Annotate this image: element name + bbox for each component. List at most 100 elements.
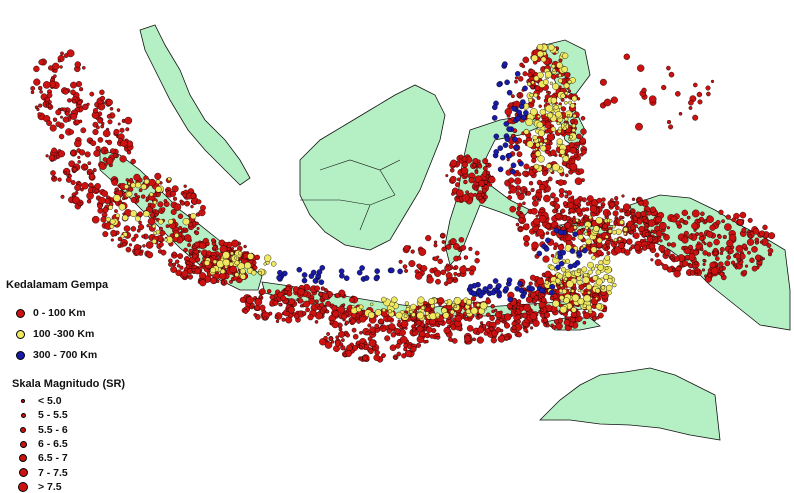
intermediate-earthquake-point [109,218,116,225]
deep-earthquake-point [482,286,489,292]
intermediate-earthquake-point [596,237,603,244]
shallow-earthquake-point [562,201,568,206]
intermediate-earthquake-point [585,238,592,245]
intermediate-earthquake-point [420,305,426,311]
shallow-earthquake-point [38,59,45,66]
deep-earthquake-point [490,289,497,296]
shallow-earthquake-point [476,336,484,344]
shallow-earthquake-point [338,330,346,338]
shallow-earthquake-point [473,192,477,197]
shallow-earthquake-point [278,302,282,307]
shallow-earthquake-point [368,348,374,355]
deep-earthquake-point [310,269,317,276]
intermediate-earthquake-point [606,284,613,292]
shallow-earthquake-point [674,256,680,262]
intermediate-earthquake-point [122,214,129,221]
deep-earthquake-point [492,278,499,284]
intermediate-earthquake-point [564,101,568,105]
intermediate-earthquake-point [607,290,612,296]
malay-peninsula [139,24,251,186]
shallow-earthquake-point [575,141,580,146]
shallow-earthquake-point [472,163,477,168]
intermediate-earthquake-point [559,283,564,288]
intermediate-earthquake-point [403,314,408,319]
shallow-earthquake-point [173,203,182,211]
deep-earthquake-point [569,248,576,254]
shallow-earthquake-point [374,349,380,356]
shallow-earthquake-point [601,204,605,209]
shallow-earthquake-point [508,190,512,195]
shallow-earthquake-point [654,252,660,258]
intermediate-earthquake-point [140,183,147,190]
intermediate-earthquake-point [573,225,578,230]
shallow-earthquake-point [532,319,540,327]
shallow-earthquake-point [77,160,81,164]
intermediate-earthquake-point [571,128,576,133]
shallow-earthquake-point [696,241,701,245]
shallow-earthquake-point [182,227,187,232]
intermediate-earthquake-point [584,225,589,230]
shallow-earthquake-point [533,295,539,301]
shallow-earthquake-point [499,310,503,315]
intermediate-earthquake-point [534,150,542,157]
shallow-earthquake-point [511,325,517,331]
intermediate-earthquake-point [577,288,581,292]
shallow-earthquake-point [512,306,516,310]
shallow-earthquake-point [263,316,267,321]
deep-earthquake-point [491,115,498,121]
shallow-earthquake-point [596,197,603,204]
deep-earthquake-point [504,136,511,142]
shallow-earthquake-point [62,107,67,112]
shallow-earthquake-point [482,158,489,165]
deep-earthquake-point [560,249,567,256]
deep-earthquake-point [536,250,543,257]
shallow-earthquake-point [471,296,477,302]
shallow-earthquake-point [38,85,43,91]
intermediate-earthquake-point [559,148,566,155]
intermediate-earthquake-point [533,163,540,170]
shallow-earthquake-point [634,244,641,251]
shallow-earthquake-point [250,303,255,308]
magnitude-legend-item: 5.5 - 6 [20,424,68,436]
deep-earthquake-point [506,126,512,132]
shallow-earthquake-point [190,204,194,209]
shallow-earthquake-point [741,243,748,249]
shallow-earthquake-point [62,167,71,176]
shallow-earthquake-point [420,265,428,272]
shallow-earthquake-point [170,208,177,215]
shallow-earthquake-point [36,107,40,111]
intermediate-earthquake-point [370,302,374,306]
shallow-earthquake-point [525,296,533,304]
shallow-earthquake-point [701,268,706,272]
shallow-earthquake-point [145,241,154,249]
deep-earthquake-point [343,275,350,282]
magnitude-swatch [21,399,25,404]
shallow-earthquake-point [158,242,164,247]
intermediate-earthquake-point [542,79,549,86]
shallow-earthquake-point [603,98,612,107]
shallow-earthquake-point [514,311,518,315]
intermediate-earthquake-point [551,64,556,69]
shallow-earthquake-point [148,178,156,187]
shallow-earthquake-point [650,229,654,233]
shallow-earthquake-point [494,319,501,325]
shallow-earthquake-point [397,319,401,323]
shallow-earthquake-point [661,84,667,91]
shallow-earthquake-point [130,158,136,165]
shallow-earthquake-point [321,292,329,300]
deep-earthquake-point [493,149,500,155]
intermediate-earthquake-point [571,306,577,313]
shallow-earthquake-point [523,234,531,242]
shallow-earthquake-point [735,253,741,260]
shallow-earthquake-point [374,323,380,329]
shallow-earthquake-point [349,297,355,303]
shallow-earthquake-point [459,265,467,274]
shallow-earthquake-point [536,95,541,100]
shallow-earthquake-point [352,333,359,340]
shallow-earthquake-point [474,170,479,175]
intermediate-earthquake-point [556,138,563,145]
shallow-earthquake-point [58,150,66,158]
shallow-earthquake-point [759,240,763,244]
shallow-earthquake-point [664,249,671,256]
shallow-earthquake-point [706,241,713,248]
